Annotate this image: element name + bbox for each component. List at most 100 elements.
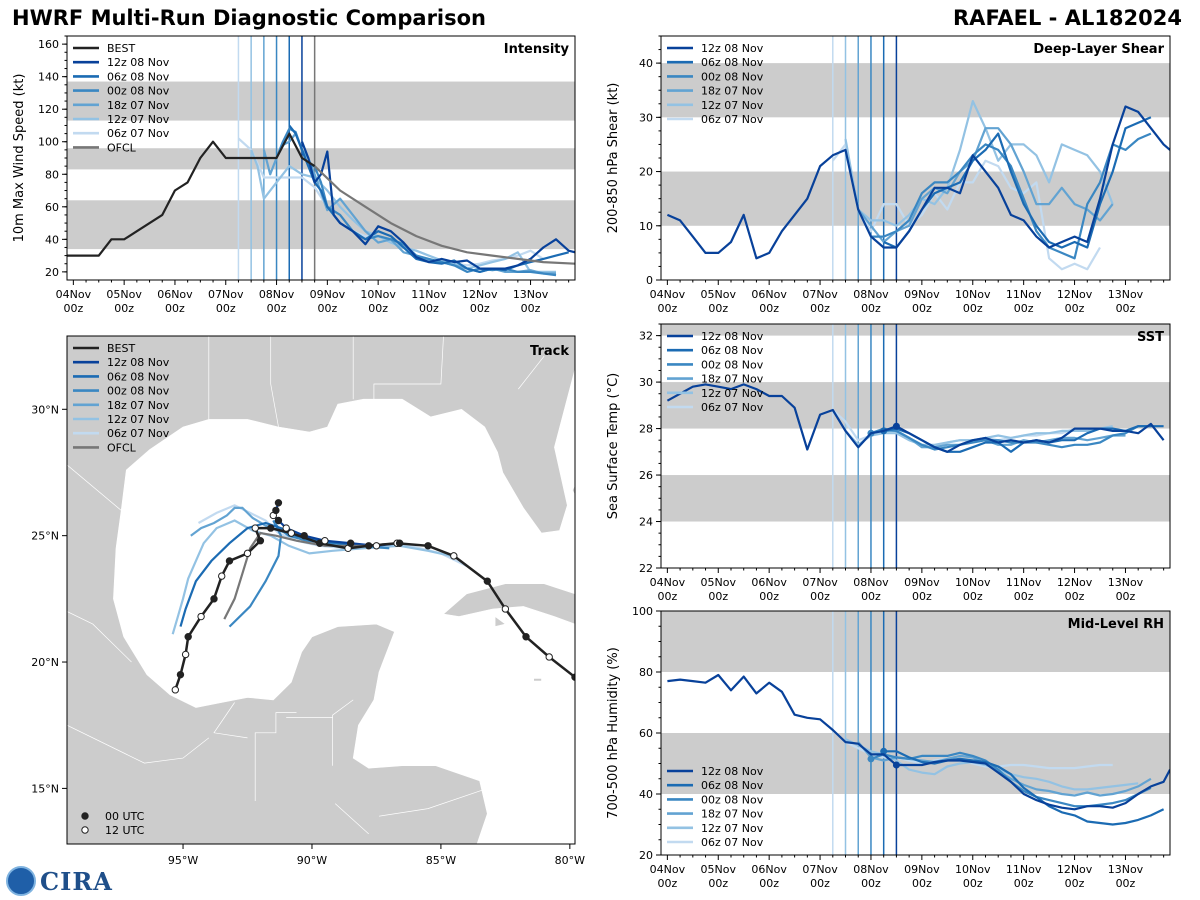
marker-00utc	[210, 595, 218, 603]
y-axis-label: 700-500 hPa Humidity (%)	[606, 647, 621, 819]
marker-00utc	[522, 633, 530, 641]
x-tick-label: 06Nov	[157, 288, 193, 301]
border-us-mx	[67, 464, 122, 511]
x-tick-label-hour: 00z	[317, 302, 337, 315]
lon-tick-label: 95°W	[168, 854, 198, 867]
legend-label: 06z 07 Nov	[701, 113, 764, 126]
marker-12utc	[450, 552, 458, 560]
y-tick-label: 30	[639, 111, 653, 124]
x-tick-label: 06Nov	[751, 288, 787, 301]
threshold-band	[661, 63, 1170, 118]
x-tick-label-hour: 00z	[419, 302, 439, 315]
legend-label: 06z 08 Nov	[701, 56, 764, 69]
x-tick-label-hour: 00z	[1014, 877, 1034, 890]
x-tick-label: 04Nov	[650, 863, 686, 876]
y-tick-label: 10	[639, 220, 653, 233]
x-tick-label-hour: 00z	[810, 877, 830, 890]
x-tick-label-hour: 00z	[657, 302, 677, 315]
storm-title: RAFAEL - AL182024	[953, 6, 1182, 30]
series-line-12z-07-nov	[844, 100, 1114, 227]
x-tick-label: 12Nov	[1057, 576, 1093, 589]
marker-legend-12utc	[81, 826, 89, 834]
run-init-marker	[867, 755, 875, 763]
panel-track: 95°W 90°W 85°W 80°W 15°N 20°N 25°N 30°N Track BES…	[31, 335, 585, 867]
border-la-ms	[270, 336, 279, 428]
legend-label: 00z 08 Nov	[701, 358, 764, 371]
x-tick-label-hour: 00z	[267, 302, 287, 315]
x-tick-label: 07Nov	[802, 576, 838, 589]
x-tick-label-hour: 00z	[963, 590, 983, 603]
legend-label: 06z 07 Nov	[701, 836, 764, 849]
legend-label: 12z 08 Nov	[701, 765, 764, 778]
x-tick-label-hour: 00z	[1116, 302, 1136, 315]
border-bz	[332, 699, 354, 766]
lat-tick-label: 15°N	[31, 782, 59, 795]
series-line-18z-07-nov	[857, 127, 1114, 244]
x-tick-label-hour: 00z	[810, 302, 830, 315]
lon-tick-label: 90°W	[297, 854, 327, 867]
panel-sst: 22242628303204Nov00z05Nov00z06Nov00z07No…	[606, 323, 1171, 603]
legend-label: BEST	[107, 42, 135, 55]
panel-intensity: 2040608010012014016004Nov00z05Nov00z06No…	[12, 35, 576, 315]
x-tick-label: 13Nov	[513, 288, 549, 301]
panel-rh: 2040608010004Nov00z05Nov00z06Nov00z07Nov…	[606, 605, 1171, 890]
marker-12utc	[545, 653, 553, 661]
x-tick-label: 12Nov	[1057, 288, 1093, 301]
x-tick-label-hour: 00z	[216, 302, 236, 315]
marker-00utc	[300, 531, 308, 540]
series-line-06z-07-nov	[831, 143, 1101, 271]
marker-12utc	[171, 686, 180, 694]
cayman	[533, 678, 542, 682]
legend-label: OFCL	[107, 141, 137, 154]
x-tick-label: 13Nov	[1108, 576, 1144, 589]
lon-tick-label: 85°W	[426, 854, 456, 867]
marker-00utc	[176, 670, 185, 679]
legend-label: BEST	[107, 342, 135, 355]
x-tick-label: 04Nov	[650, 288, 686, 301]
y-axis-label: Sea Surface Temp (°C)	[606, 373, 621, 520]
x-tick-label-hour: 00z	[912, 877, 932, 890]
legend-label: 12z 07 Nov	[701, 387, 764, 400]
x-tick-label-hour: 00z	[114, 302, 134, 315]
marker-00utc	[483, 577, 492, 585]
y-tick-label: 140	[38, 71, 59, 84]
plot-frame	[660, 323, 1171, 569]
x-tick-label: 09Nov	[904, 863, 940, 876]
track-best	[174, 526, 575, 691]
x-tick-label-hour: 00z	[1116, 877, 1136, 890]
marker-00utc	[184, 633, 192, 641]
marker-12utc	[243, 549, 252, 558]
y-tick-label: 28	[639, 423, 653, 436]
y-tick-label: 40	[639, 788, 653, 801]
series-line-06z-08-nov	[883, 116, 1152, 249]
x-tick-label-hour: 00z	[1014, 590, 1034, 603]
y-tick-label: 30	[639, 376, 653, 389]
border-al-fl	[373, 336, 444, 402]
series-line-00z-08-nov	[870, 425, 1151, 451]
border-sv	[334, 803, 369, 835]
legend-label: 06z 07 Nov	[107, 427, 170, 440]
panel-title: SST	[1137, 330, 1164, 345]
legend-label: 00z 08 Nov	[701, 793, 764, 806]
x-tick-label: 09Nov	[904, 288, 940, 301]
x-tick-label-hour: 00z	[861, 302, 881, 315]
x-tick-label: 10Nov	[955, 576, 991, 589]
y-tick-label: 80	[45, 168, 59, 181]
threshold-band	[67, 148, 575, 170]
series-line-00z-08-nov	[871, 132, 1152, 260]
x-tick-label: 07Nov	[802, 288, 838, 301]
marker-00utc	[225, 557, 234, 565]
plot-area	[661, 611, 1170, 855]
x-tick-label-hour: 00z	[708, 877, 728, 890]
x-tick-label: 12Nov	[462, 288, 498, 301]
plot-area	[661, 324, 1170, 568]
threshold-band	[661, 324, 1170, 336]
x-tick-label-hour: 00z	[810, 590, 830, 603]
y-tick-label: 26	[639, 469, 653, 482]
threshold-band	[661, 475, 1170, 522]
x-tick-label: 09Nov	[904, 576, 940, 589]
border-state-3	[213, 702, 248, 739]
x-tick-label: 10Nov	[955, 288, 991, 301]
y-tick-label: 32	[639, 330, 653, 343]
